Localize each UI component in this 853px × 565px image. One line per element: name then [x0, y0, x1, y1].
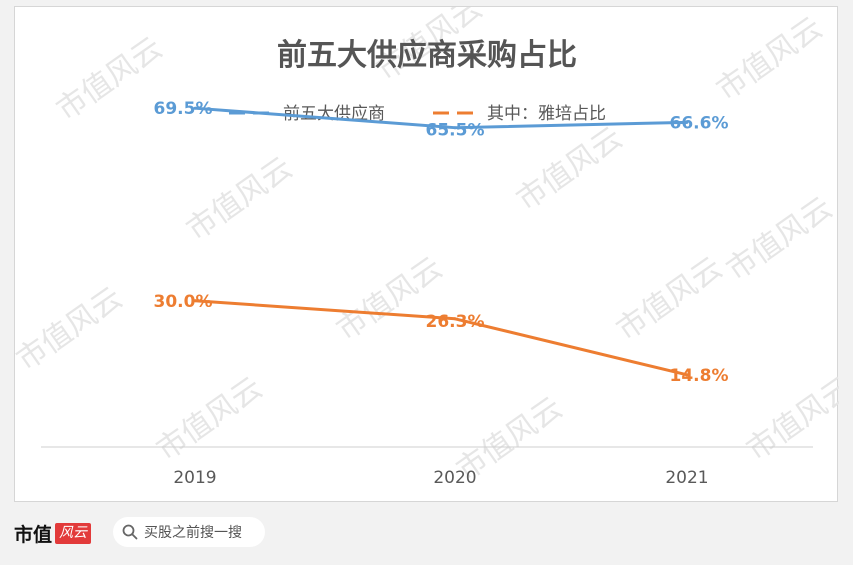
series-point [193, 299, 197, 303]
watermark-text: 市值风云 [330, 250, 448, 347]
chart-card: 市值风云 市值风云 市值风云 市值风云 市值风云 市值风云 市值风云 市值风云 市值风云 市值风云… [14, 6, 839, 502]
search-box[interactable]: 买股之前搜一搜 [113, 517, 265, 547]
series-point [453, 317, 457, 321]
brand-logo[interactable]: 市值 风云 [14, 520, 92, 546]
data-labels-layer: 69.5% 65.5% 66.6% 30.0% 26.3% 14.8% [154, 99, 729, 386]
watermark-text: 市值风云 [50, 30, 168, 127]
legend-label: 其中：雅培占比 [487, 104, 606, 124]
data-label: 30.0% [154, 292, 213, 312]
series-point [685, 373, 689, 377]
series-point [193, 106, 197, 110]
x-axis-ticks: 2019 2020 2021 [173, 468, 708, 488]
data-label: 14.8% [670, 366, 729, 386]
search-icon [122, 524, 138, 540]
legend-label: 前五大供应商 [283, 104, 385, 124]
data-label: 66.6% [670, 113, 729, 133]
watermark-text: 市值风云 [610, 250, 728, 347]
brand-badge: 风云 [55, 522, 92, 544]
watermark-text: 市值风云 [510, 120, 628, 217]
series-point [453, 126, 457, 130]
series-layer [193, 106, 689, 377]
data-label: 69.5% [154, 99, 213, 119]
x-tick-label: 2021 [665, 468, 708, 488]
footer: 市值 风云 买股之前搜一搜 [0, 508, 853, 556]
watermark-text: 市值风云 [150, 370, 268, 467]
watermark-text: 市值风云 [180, 150, 298, 247]
watermark-text: 市值风云 [720, 190, 838, 287]
brand-name: 市值 [14, 523, 53, 546]
watermark-text: 市值风云 [740, 370, 839, 467]
series-point [685, 120, 689, 124]
x-tick-label: 2020 [433, 468, 476, 488]
data-label: 65.5% [426, 121, 485, 141]
chart-title: 前五大供应商采购占比 [277, 38, 577, 73]
x-tick-label: 2019 [173, 468, 216, 488]
data-label: 26.3% [426, 312, 485, 332]
legend: 前五大供应商 其中：雅培占比 [229, 104, 606, 124]
watermark-text: 市值风云 [15, 280, 129, 377]
watermark-text: 市值风云 [710, 10, 828, 107]
search-placeholder: 买股之前搜一搜 [144, 525, 242, 541]
